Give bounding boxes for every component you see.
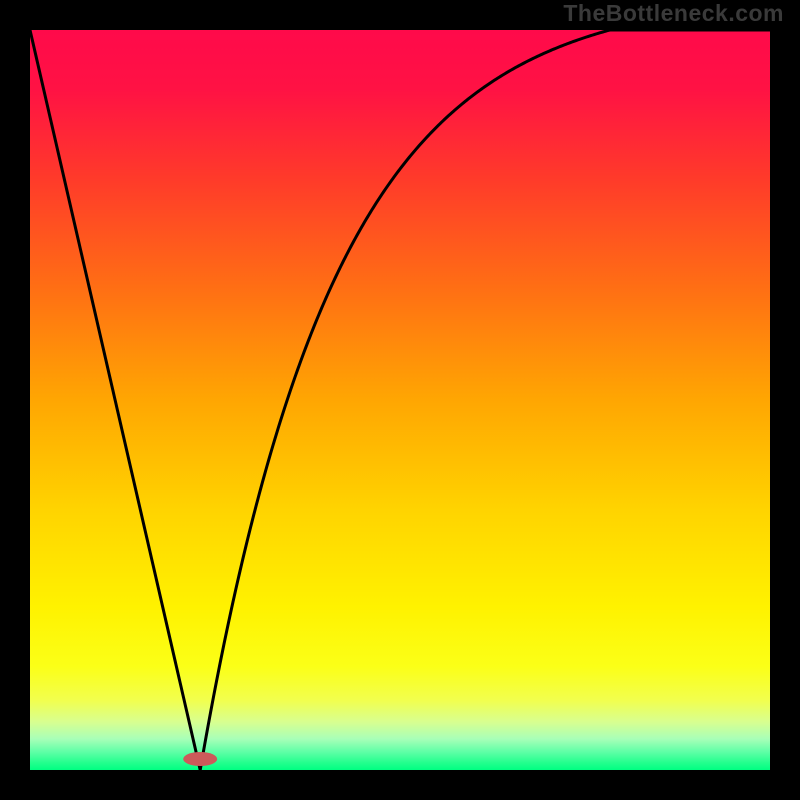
chart-svg <box>0 0 800 800</box>
chart-container: TheBottleneck.com <box>0 0 800 800</box>
dip-marker <box>183 752 217 766</box>
watermark-text: TheBottleneck.com <box>563 0 784 27</box>
gradient-background <box>30 30 770 770</box>
